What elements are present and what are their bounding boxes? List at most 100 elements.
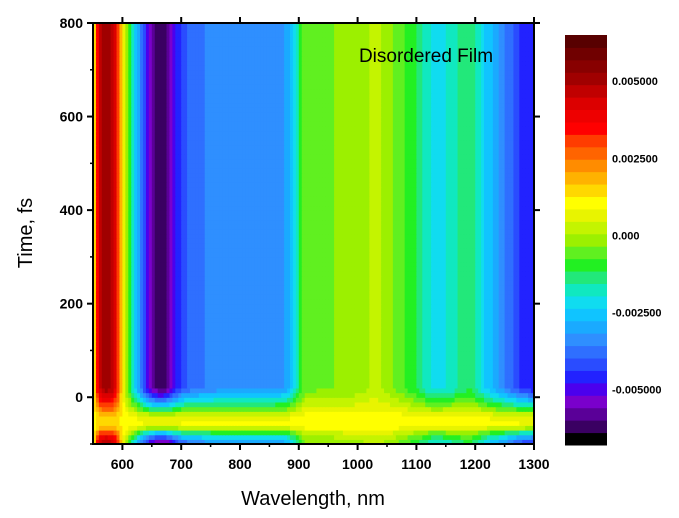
heatmap-cell bbox=[316, 415, 320, 422]
heatmap-cell bbox=[213, 397, 218, 403]
heatmap-cell bbox=[448, 373, 453, 380]
heatmap-cell bbox=[445, 429, 450, 436]
heatmap-cell bbox=[528, 373, 532, 380]
heatmap-cell bbox=[181, 420, 185, 426]
heatmap-cell bbox=[245, 425, 250, 431]
heatmap-cell bbox=[466, 359, 470, 366]
heatmap-cell bbox=[366, 411, 370, 417]
heatmap-cell bbox=[495, 397, 500, 403]
heatmap-cell bbox=[104, 401, 109, 408]
heatmap-cell bbox=[257, 373, 262, 380]
heatmap-cell bbox=[301, 331, 306, 338]
heatmap-cell bbox=[510, 350, 515, 356]
heatmap-cell bbox=[184, 434, 188, 440]
heatmap-cell bbox=[254, 364, 259, 370]
heatmap-cell bbox=[237, 397, 241, 403]
heatmap-cell bbox=[375, 341, 379, 347]
heatmap-cell bbox=[448, 383, 453, 389]
heatmap-cell bbox=[519, 401, 523, 408]
heatmap-cell bbox=[151, 429, 156, 436]
heatmap-cell bbox=[463, 429, 467, 436]
heatmap-cell bbox=[501, 350, 506, 356]
heatmap-cell bbox=[204, 406, 209, 412]
heatmap-cell bbox=[242, 429, 247, 436]
heatmap-cell bbox=[463, 439, 467, 444]
heatmap-cell bbox=[460, 359, 465, 366]
heatmap-cell bbox=[307, 345, 312, 352]
heatmap-cell bbox=[360, 406, 365, 412]
heatmap-cell bbox=[125, 406, 129, 412]
heatmap-cell bbox=[240, 387, 244, 394]
heatmap-cell bbox=[369, 406, 373, 412]
heatmap-cell bbox=[454, 401, 459, 408]
heatmap-cell bbox=[486, 397, 491, 403]
heatmap-cell bbox=[389, 392, 394, 398]
heatmap-cell bbox=[281, 341, 285, 347]
heatmap-cell bbox=[187, 364, 191, 370]
heatmap-cell bbox=[495, 383, 500, 389]
heatmap-cell bbox=[248, 359, 253, 366]
heatmap-cell bbox=[125, 401, 129, 408]
heatmap-cell bbox=[113, 373, 118, 380]
heatmap-cell bbox=[372, 373, 376, 380]
heatmap-cell bbox=[119, 341, 123, 347]
heatmap-cell bbox=[351, 401, 356, 408]
heatmap-cell bbox=[387, 429, 391, 436]
heatmap-cell bbox=[354, 383, 359, 389]
heatmap-cell bbox=[225, 369, 229, 375]
heatmap-cell bbox=[101, 383, 106, 389]
heatmap-cell bbox=[384, 364, 388, 370]
heatmap-cell bbox=[360, 378, 365, 384]
heatmap-cell bbox=[516, 439, 520, 444]
heatmap-cell bbox=[492, 350, 497, 356]
heatmap-cell bbox=[375, 331, 379, 338]
heatmap-cell bbox=[134, 331, 138, 338]
heatmap-cell bbox=[404, 397, 409, 403]
heatmap-cell bbox=[348, 355, 353, 361]
heatmap-cell bbox=[372, 364, 376, 370]
heatmap-cell bbox=[257, 434, 262, 440]
heatmap-cell bbox=[531, 411, 534, 417]
heatmap-cell bbox=[289, 415, 294, 422]
heatmap-cell bbox=[148, 420, 153, 426]
heatmap-cell bbox=[398, 341, 403, 347]
heatmap-cell bbox=[310, 397, 315, 403]
heatmap-cell bbox=[237, 406, 241, 412]
heatmap-cell bbox=[448, 425, 453, 431]
heatmap-cell bbox=[231, 406, 235, 412]
heatmap-cell bbox=[298, 434, 303, 440]
heatmap-cell bbox=[125, 420, 129, 426]
heatmap-cell bbox=[166, 378, 171, 384]
heatmap-cell bbox=[178, 355, 182, 361]
heatmap-cell bbox=[436, 350, 441, 356]
heatmap-cell bbox=[254, 341, 259, 347]
heatmap-cell bbox=[395, 434, 400, 440]
heatmap-cell bbox=[531, 364, 534, 370]
heatmap-cell bbox=[395, 355, 400, 361]
heatmap-cell bbox=[160, 341, 165, 347]
heatmap-cell bbox=[254, 425, 259, 431]
heatmap-cell bbox=[481, 406, 485, 412]
heatmap-cell bbox=[498, 373, 503, 380]
heatmap-cell bbox=[434, 439, 438, 444]
heatmap-cell bbox=[266, 434, 270, 440]
heatmap-cell bbox=[445, 439, 450, 444]
heatmap-cell bbox=[325, 397, 329, 403]
heatmap-cell bbox=[304, 336, 309, 342]
heatmap-cell bbox=[154, 411, 159, 417]
heatmap-cell bbox=[242, 341, 247, 347]
heatmap-cell bbox=[160, 397, 165, 403]
heatmap-cell bbox=[407, 406, 412, 412]
heatmap-cell bbox=[225, 420, 229, 426]
heatmap-cell bbox=[363, 387, 368, 394]
heatmap-cell bbox=[192, 341, 197, 347]
heatmap-cell bbox=[101, 411, 106, 417]
heatmap-cell bbox=[172, 378, 176, 384]
heatmap-cell bbox=[351, 411, 356, 417]
heatmap-cell bbox=[292, 369, 297, 375]
heatmap-cell bbox=[128, 355, 132, 361]
heatmap-cell bbox=[134, 397, 138, 403]
heatmap-cell bbox=[160, 331, 165, 338]
heatmap-cell bbox=[507, 411, 512, 417]
heatmap-cell bbox=[181, 387, 185, 394]
